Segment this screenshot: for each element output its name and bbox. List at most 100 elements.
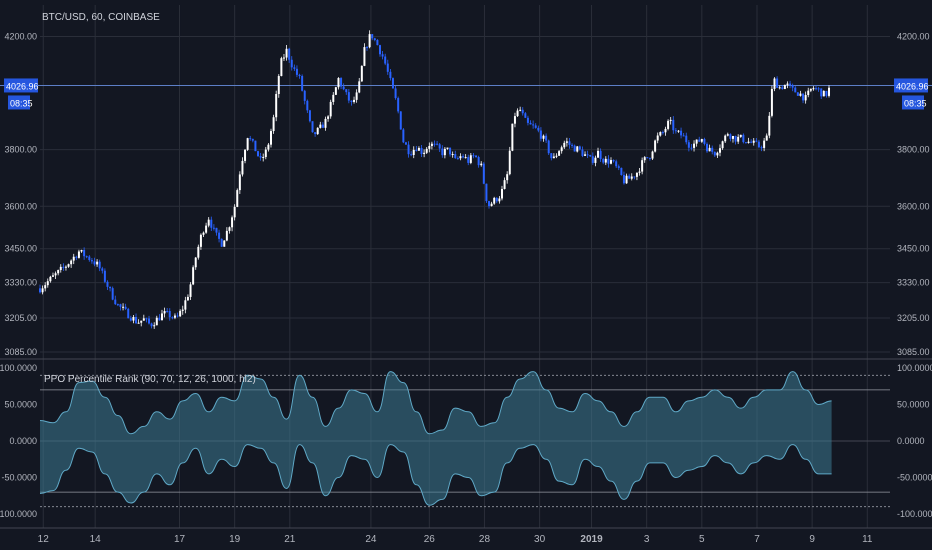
- candle-body: [698, 139, 701, 142]
- candle-body: [493, 197, 496, 204]
- candle-body: [173, 315, 176, 318]
- candle-body: [532, 124, 535, 126]
- candle-body: [319, 124, 322, 128]
- candle-body: [285, 48, 288, 58]
- candle-body: [127, 308, 130, 319]
- ppo-lower-line: [39, 444, 832, 506]
- candle-body: [617, 166, 620, 168]
- candle-body: [158, 317, 161, 321]
- candle-body: [59, 266, 62, 271]
- candle-body: [215, 227, 218, 233]
- x-tick-label: 11: [862, 534, 873, 545]
- candle-body: [381, 54, 384, 57]
- ppo-area-series: [39, 371, 832, 506]
- candle-body: [140, 320, 143, 323]
- candle-body: [360, 65, 363, 82]
- x-tick-label: 19: [229, 534, 241, 545]
- last-price-badge-left: [4, 78, 38, 93]
- candle-body: [103, 270, 106, 282]
- indicator-tick-label: -100.0000: [0, 509, 37, 519]
- candle-body: [695, 139, 698, 144]
- candle-body: [238, 174, 241, 191]
- candle-body: [402, 129, 405, 143]
- candle-body: [656, 135, 659, 141]
- candle-body: [345, 89, 348, 93]
- candle-body: [407, 144, 410, 155]
- candle-body: [246, 138, 249, 150]
- candle-body: [443, 148, 446, 156]
- candle-body: [399, 111, 402, 130]
- candle-body: [373, 38, 376, 40]
- candle-body: [184, 300, 187, 310]
- candle-body: [101, 268, 104, 271]
- x-tick-label: 12: [38, 534, 50, 545]
- candle-body: [51, 275, 54, 277]
- candle-body: [719, 148, 721, 153]
- candle-body: [804, 95, 807, 101]
- candle-body: [327, 116, 330, 119]
- x-tick-label: 5: [699, 534, 705, 545]
- countdown-badge-left: [8, 95, 30, 110]
- candle-body: [778, 87, 781, 89]
- candle-body: [88, 256, 91, 261]
- candle-body: [794, 87, 797, 93]
- price-tick-label: 3600.00: [897, 201, 930, 211]
- candle-body: [602, 158, 605, 163]
- candle-body: [264, 149, 267, 157]
- candle-body: [571, 144, 574, 146]
- candle-body: [428, 145, 431, 149]
- x-tick-label: 30: [534, 534, 546, 545]
- candle-body: [480, 163, 483, 166]
- candle-body: [218, 232, 221, 239]
- x-tick-label: 17: [174, 534, 186, 545]
- candle-body: [661, 132, 664, 134]
- candle-body: [757, 141, 760, 148]
- candle-body: [716, 152, 719, 156]
- x-tick-label: 9: [809, 534, 815, 545]
- candle-body: [54, 273, 57, 276]
- candle-body: [267, 144, 270, 150]
- candle-body: [519, 109, 522, 111]
- x-axis-labels[interactable]: 12 14 17 19 21 24 26 28 30 2019 3 5 7 9 11: [38, 534, 873, 545]
- candle-body: [664, 128, 667, 133]
- candle-body: [477, 157, 480, 166]
- candle-body: [241, 160, 244, 175]
- candle-body: [233, 206, 236, 218]
- indicator-tick-label: 0.0000: [9, 436, 37, 446]
- candle-body: [376, 39, 379, 46]
- candle-body: [205, 225, 208, 233]
- candle-body: [815, 88, 818, 90]
- candle-body: [729, 134, 732, 139]
- candle-body: [176, 315, 179, 317]
- candle-body: [454, 153, 457, 159]
- candle-body: [83, 250, 86, 257]
- candle-body: [755, 140, 758, 142]
- candle-body: [46, 281, 49, 286]
- candle-body: [425, 148, 428, 153]
- candle-body: [254, 140, 257, 152]
- candle-body: [446, 147, 449, 149]
- candle-body: [609, 160, 612, 164]
- candle-body: [654, 140, 657, 152]
- candle-body: [90, 260, 93, 262]
- candle-body: [558, 151, 561, 156]
- candle-body: [298, 74, 301, 76]
- candle-body: [410, 154, 413, 156]
- candle-body: [288, 48, 291, 60]
- candle-body: [731, 135, 734, 139]
- candle-body: [607, 158, 610, 164]
- candle-body: [648, 157, 651, 159]
- ppo-upper-line: [39, 371, 832, 435]
- countdown-label-right: 08:35: [904, 98, 927, 108]
- candle-body: [573, 145, 576, 152]
- candle-body: [706, 143, 709, 152]
- last-price-label-left: 4026.96: [6, 81, 39, 91]
- candle-body: [550, 153, 553, 159]
- candle-body: [366, 47, 369, 49]
- candle-body: [500, 188, 503, 199]
- candle-body: [384, 56, 387, 64]
- candle-body: [747, 141, 750, 143]
- candle-body: [93, 261, 96, 265]
- candle-body: [368, 34, 371, 48]
